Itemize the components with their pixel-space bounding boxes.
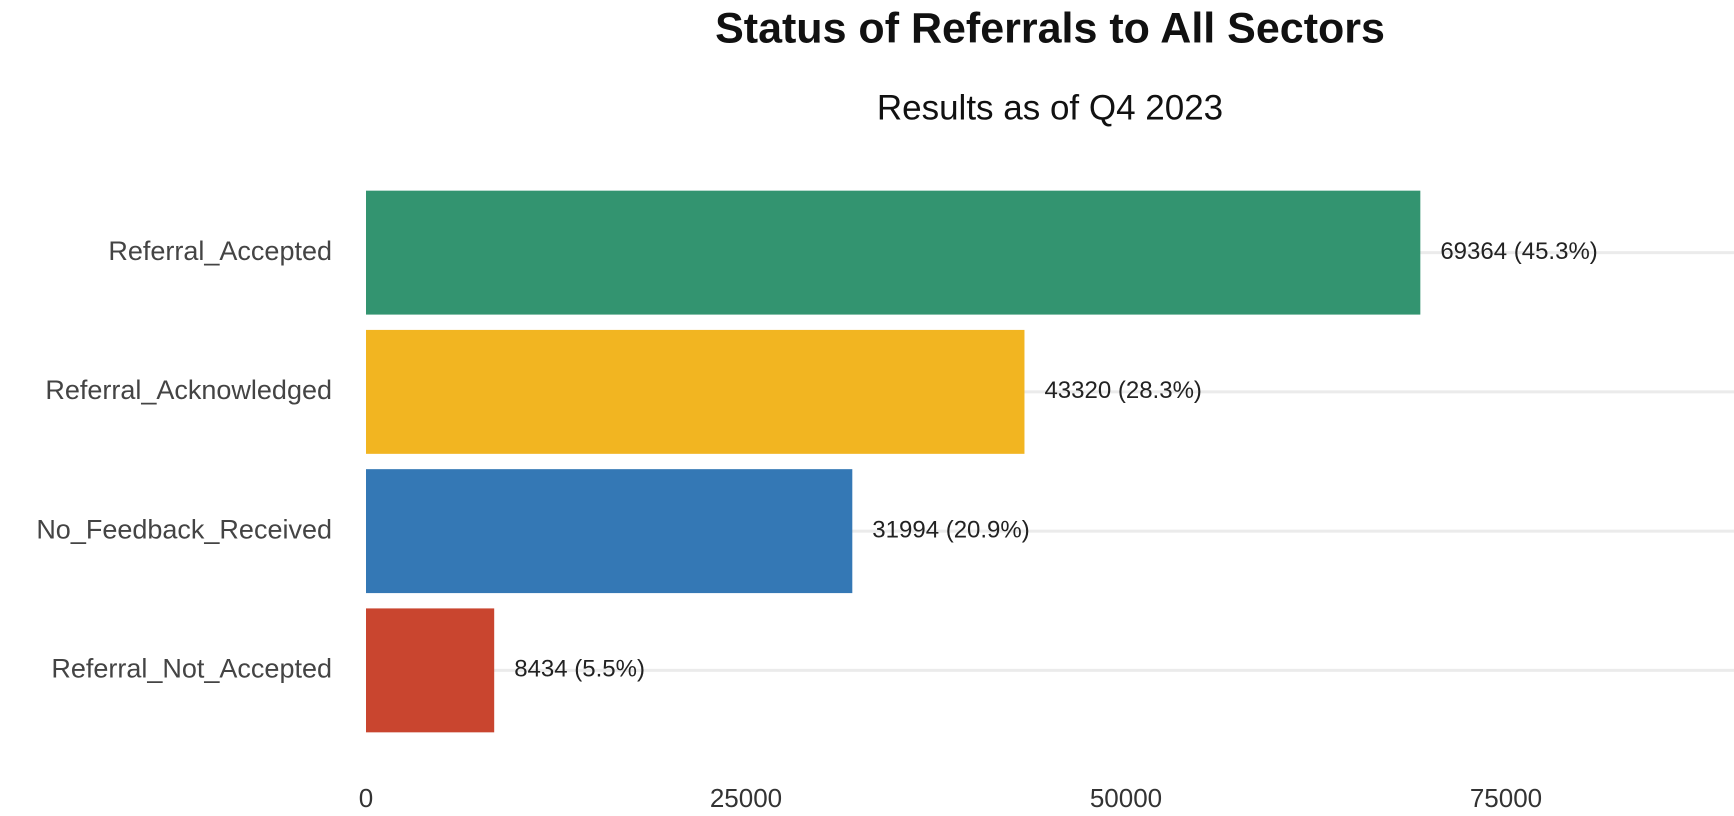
bar [366,469,853,594]
y-tick-label: Referral_Acknowledged [45,375,332,405]
bar [366,608,495,733]
value-label: 31994 (20.9%) [872,516,1029,543]
chart-title: Status of Referrals to All Sectors [715,4,1385,52]
y-tick-label: Referral_Accepted [108,236,332,266]
x-tick-label: 50000 [1090,783,1162,813]
value-label: 43320 (28.3%) [1044,377,1201,404]
x-tick-label: 0 [359,783,373,813]
bar [366,329,1025,454]
x-tick-label: 25000 [710,783,782,813]
bar [366,190,1421,315]
value-label: 69364 (45.3%) [1440,238,1597,265]
value-label: 8434 (5.5%) [514,656,645,683]
x-tick-label: 75000 [1470,783,1542,813]
y-tick-label: Referral_Not_Accepted [51,654,332,684]
y-tick-label: No_Feedback_Received [36,514,332,544]
chart-subtitle: Results as of Q4 2023 [877,88,1223,127]
